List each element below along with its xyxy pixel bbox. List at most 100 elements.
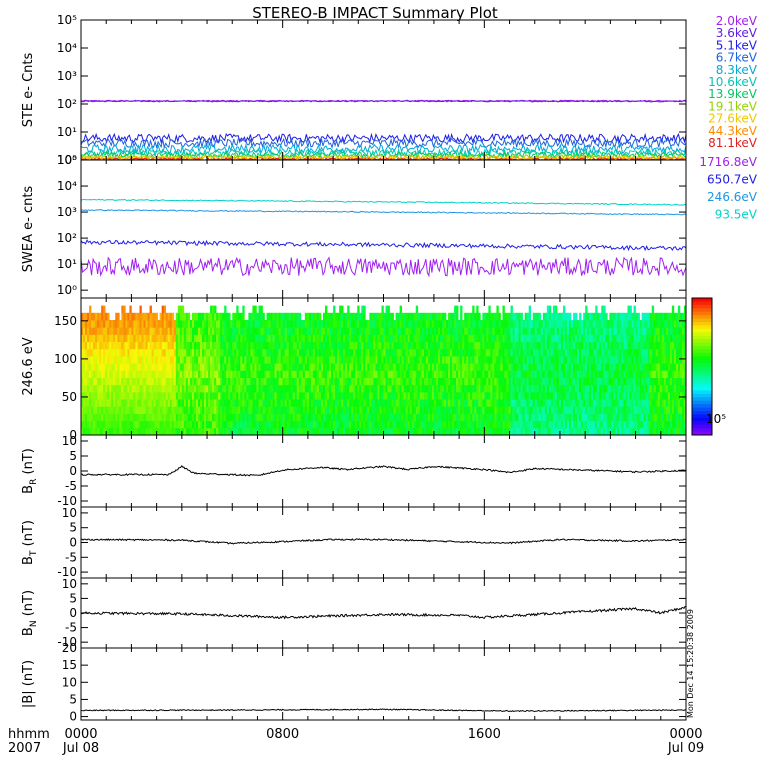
- heatmap-cell: [613, 312, 616, 321]
- heatmap-cell: [260, 355, 263, 364]
- heatmap-cell: [159, 334, 162, 343]
- heatmap-cell: [323, 420, 326, 429]
- heatmap-cell: [538, 312, 542, 321]
- heatmap-cell: [341, 384, 344, 393]
- heatmap-cell: [649, 377, 653, 386]
- heatmap-cell: [290, 391, 294, 400]
- heatmap-cell: [456, 384, 459, 393]
- heatmap-cell: [464, 420, 467, 429]
- heatmap-cell: [197, 312, 201, 321]
- heatmap-cell: [498, 327, 501, 335]
- heatmap-cell: [111, 334, 114, 343]
- heatmap-cell: [409, 413, 413, 422]
- heatmap-cell: [611, 413, 614, 422]
- heatmap-cell: [171, 399, 175, 407]
- heatmap-cell: [323, 334, 326, 343]
- heatmap-cell: [232, 413, 235, 422]
- heatmap-cell: [314, 319, 318, 328]
- heatmap-cell: [538, 413, 542, 422]
- heatmap-cell: [641, 334, 644, 343]
- heatmap-cell: [173, 413, 177, 422]
- heatmap-cell: [379, 384, 382, 393]
- heatmap-cell: [530, 348, 534, 357]
- heatmap-cell: [476, 363, 479, 371]
- heatmap-cell: [579, 384, 582, 393]
- heatmap-cell: [337, 413, 340, 422]
- heatmap-cell: [488, 427, 491, 436]
- heatmap-cell: [639, 341, 642, 350]
- heatmap-cell: [423, 341, 427, 350]
- heatmap-cell: [609, 312, 612, 321]
- heatmap-cell: [161, 327, 164, 335]
- heatmap-cell: [232, 341, 235, 350]
- heatmap-cell: [385, 327, 388, 335]
- heatmap-cell: [250, 406, 253, 414]
- heatmap-cell: [577, 327, 580, 335]
- heatmap-cell: [518, 355, 521, 364]
- heatmap-cell: [488, 334, 491, 343]
- heatmap-cell: [298, 384, 302, 393]
- heatmap-cell: [312, 348, 316, 357]
- heatmap-cell: [599, 319, 602, 328]
- heatmap-cell: [649, 327, 653, 335]
- heatmap-cell: [514, 312, 517, 321]
- heatmap-cell: [157, 391, 160, 400]
- heatmap-cell: [240, 384, 243, 393]
- heatmap-cell: [165, 413, 169, 422]
- heatmap-cell: [514, 327, 517, 335]
- heatmap-cell: [407, 341, 411, 350]
- heatmap-cell: [500, 384, 503, 393]
- heatmap-cell: [464, 355, 467, 364]
- heatmap-cell: [599, 399, 602, 407]
- heatmap-cell: [552, 327, 556, 335]
- heatmap-cell: [107, 334, 110, 343]
- heatmap-cell: [318, 391, 322, 400]
- heatmap-cell: [325, 399, 328, 407]
- heatmap-cell: [575, 348, 578, 357]
- heatmap-cell: [560, 413, 564, 422]
- heatmap-cell: [183, 427, 187, 436]
- heatmap-cell: [500, 391, 503, 400]
- heatmap-cell: [274, 420, 277, 429]
- heatmap-cell: [327, 341, 330, 350]
- heatmap-cell: [486, 377, 489, 386]
- heatmap-cell: [409, 384, 413, 393]
- heatmap-cell: [95, 334, 98, 343]
- heatmap-cell: [516, 399, 519, 407]
- heatmap-cell: [125, 348, 128, 357]
- heatmap-cell: [544, 312, 548, 321]
- heatmap-cell: [314, 334, 318, 343]
- heatmap-cell: [220, 319, 223, 328]
- heatmap-cell: [393, 427, 396, 436]
- heatmap-cell: [345, 341, 348, 350]
- heatmap-cell: [577, 341, 580, 350]
- heatmap-cell: [349, 327, 352, 335]
- heatmap-cell: [510, 420, 513, 429]
- heatmap-cell: [147, 370, 150, 378]
- heatmap-cell: [232, 370, 235, 378]
- heatmap-cell: [234, 427, 237, 436]
- heatmap-cell: [472, 420, 475, 429]
- heatmap-cell: [333, 363, 336, 371]
- heatmap-cell: [195, 391, 199, 400]
- heatmap-cell: [562, 341, 566, 350]
- heatmap-cell: [573, 355, 576, 364]
- heatmap-cell: [216, 319, 219, 328]
- heatmap-cell: [91, 427, 94, 436]
- heatmap-cell: [125, 363, 128, 371]
- heatmap-cell: [569, 363, 572, 371]
- heatmap-cell: [403, 370, 406, 378]
- heatmap-cell: [569, 334, 572, 343]
- heatmap-cell: [143, 427, 146, 436]
- heatmap-cell: [286, 341, 290, 350]
- heatmap-cell: [181, 363, 185, 371]
- heatmap-cell: [129, 413, 132, 422]
- heatmap-cell: [129, 334, 132, 343]
- heatmap-cell: [464, 413, 467, 422]
- heatmap-cell: [347, 319, 350, 328]
- heatmap-cell: [113, 363, 116, 371]
- heatmap-cell: [143, 319, 146, 328]
- heatmap-cell: [375, 327, 378, 335]
- heatmap-cell: [502, 355, 505, 364]
- heatmap-cell: [556, 384, 560, 393]
